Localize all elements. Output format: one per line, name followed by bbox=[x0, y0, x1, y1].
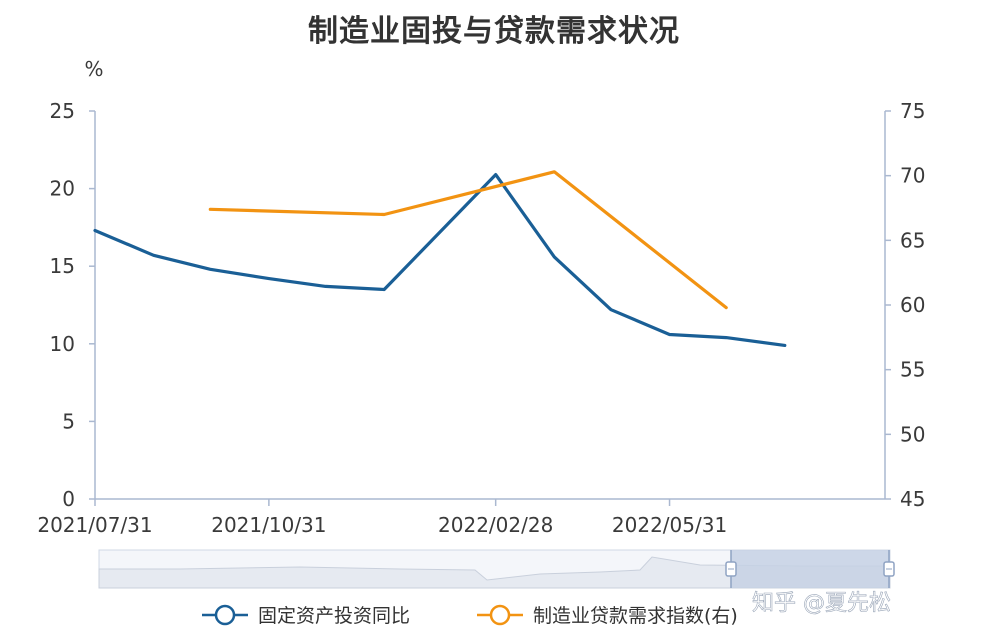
left-y-tick-label: 25 bbox=[50, 99, 75, 123]
x-tick-label: 2022/05/31 bbox=[612, 513, 727, 537]
legend-item-fixed-asset-investment[interactable]: 固定资产投资同比 bbox=[202, 604, 410, 627]
series-line-fixed-asset-investment[interactable] bbox=[93, 173, 787, 347]
left-axis-unit: % bbox=[84, 57, 103, 81]
legend-item-loan-demand-index[interactable]: 制造业贷款需求指数(右) bbox=[477, 604, 738, 627]
series-layer bbox=[93, 170, 787, 347]
left-y-tick-label: 0 bbox=[62, 487, 75, 511]
axes: 0 5 10 15 20 25 45 50 55 60 65 70 75 2021/07/31 2021/1… bbox=[37, 99, 925, 537]
right-y-tick-label: 55 bbox=[900, 358, 925, 382]
right-y-tick-label: 60 bbox=[900, 293, 925, 317]
left-y-tick-label: 15 bbox=[50, 254, 75, 278]
x-tick-label: 2021/07/31 bbox=[37, 513, 152, 537]
left-y-tick-label: 10 bbox=[50, 332, 75, 356]
left-y-tick-label: 20 bbox=[50, 177, 75, 201]
slider-handle-right[interactable] bbox=[883, 550, 895, 588]
right-y-tick-label: 70 bbox=[900, 164, 925, 188]
legend: 固定资产投资同比 制造业贷款需求指数(右) bbox=[202, 604, 738, 627]
legend-label-loan-demand-index: 制造业贷款需求指数(右) bbox=[533, 605, 738, 627]
slider-handle-left[interactable] bbox=[725, 550, 737, 588]
left-y-tick-label: 5 bbox=[62, 409, 75, 433]
slider-selected-range[interactable] bbox=[731, 550, 890, 588]
watermark: 知乎 @夏先松 bbox=[752, 591, 891, 616]
legend-label-fixed-asset-investment: 固定资产投资同比 bbox=[258, 605, 410, 627]
right-y-tick-label: 50 bbox=[900, 422, 925, 446]
series-line-loan-demand-index[interactable] bbox=[208, 170, 728, 310]
right-y-tick-label: 45 bbox=[900, 487, 925, 511]
right-y-tick-label: 75 bbox=[900, 99, 925, 123]
x-tick-label: 2022/02/28 bbox=[438, 513, 553, 537]
chart-title: 制造业固投与贷款需求状况 bbox=[308, 14, 680, 49]
x-tick-label: 2021/10/31 bbox=[211, 513, 326, 537]
data-zoom-slider[interactable] bbox=[98, 549, 895, 589]
right-y-tick-label: 65 bbox=[900, 228, 925, 252]
